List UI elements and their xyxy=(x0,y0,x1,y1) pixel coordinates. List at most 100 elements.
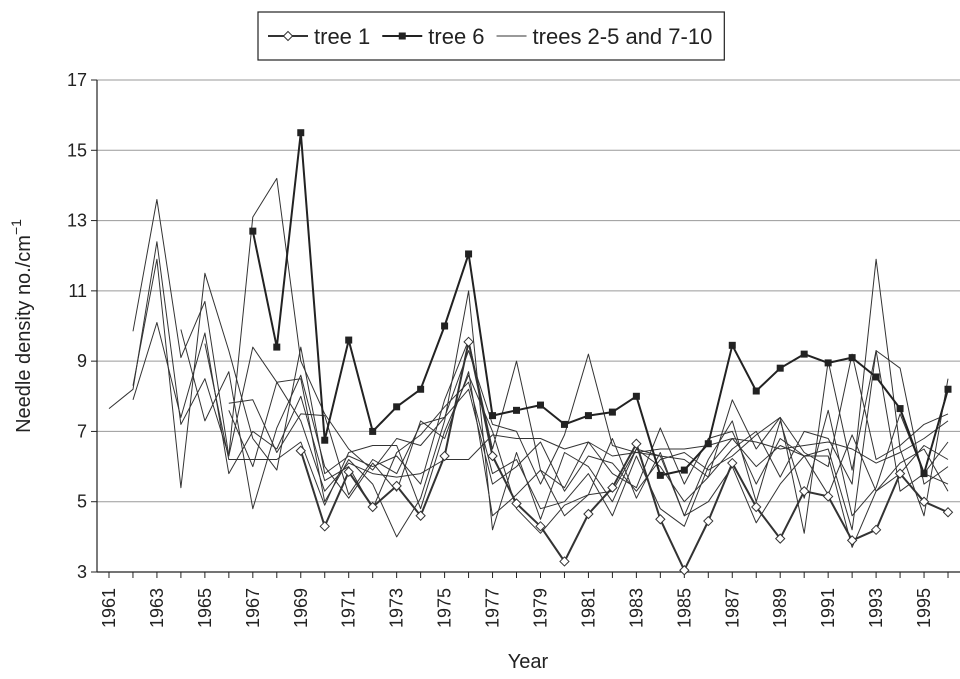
x-tick-label: 1985 xyxy=(674,588,694,628)
x-tick-label: 1981 xyxy=(578,588,598,628)
point xyxy=(343,466,354,478)
point xyxy=(487,450,498,462)
point xyxy=(798,485,810,497)
point xyxy=(775,533,786,544)
point xyxy=(846,535,858,546)
point xyxy=(752,387,760,395)
series-line xyxy=(299,340,949,572)
legend: tree 1 tree 6 trees 2-5 and 7-10 xyxy=(257,11,725,61)
x-tick-label: 1973 xyxy=(387,588,407,628)
legend-label: tree 6 xyxy=(428,24,484,49)
point xyxy=(439,450,450,462)
point xyxy=(295,445,306,456)
point xyxy=(848,354,856,362)
point xyxy=(441,322,449,330)
point xyxy=(656,471,664,479)
point xyxy=(513,406,521,414)
point xyxy=(367,501,378,513)
x-axis-title: Year xyxy=(508,651,549,673)
x-tick-label: 1983 xyxy=(626,588,646,628)
point xyxy=(822,491,834,502)
point xyxy=(560,420,568,428)
point xyxy=(776,364,784,372)
point xyxy=(319,521,330,532)
point xyxy=(680,466,688,474)
point xyxy=(800,350,808,358)
point xyxy=(751,501,762,513)
legend-marker xyxy=(398,32,406,40)
x-tick-label: 1977 xyxy=(483,588,503,628)
point xyxy=(536,401,544,409)
point xyxy=(608,408,616,416)
thin-line xyxy=(132,322,949,531)
point xyxy=(511,498,522,509)
point xyxy=(465,250,473,258)
point xyxy=(583,508,594,520)
point xyxy=(679,565,690,576)
legend-marker xyxy=(282,30,294,42)
point xyxy=(872,373,880,381)
point xyxy=(918,496,930,507)
x-tick-label: 1969 xyxy=(291,588,311,628)
point xyxy=(824,359,832,367)
point xyxy=(297,129,305,137)
point xyxy=(584,412,592,420)
point xyxy=(728,341,736,349)
x-tick-label: 1989 xyxy=(770,588,790,628)
legend-box xyxy=(257,11,725,61)
x-tick-label: 1967 xyxy=(243,588,263,628)
plot-area xyxy=(108,129,954,576)
point xyxy=(273,343,281,351)
point xyxy=(896,405,904,413)
x-tick-label: 1991 xyxy=(818,588,838,628)
legend-label: trees 2-5 and 7-10 xyxy=(533,24,713,49)
point xyxy=(321,436,329,444)
y-tick-label: 13 xyxy=(67,211,87,231)
point xyxy=(920,470,928,478)
point xyxy=(345,336,353,344)
point xyxy=(417,385,425,393)
x-tick-label: 1979 xyxy=(530,588,550,628)
x-tick-label: 1961 xyxy=(99,588,119,628)
x-tick-label: 1971 xyxy=(339,588,359,628)
thin-line xyxy=(228,381,949,492)
y-axis-title-text: Needle density no./cm xyxy=(13,235,35,433)
series-line xyxy=(251,131,949,477)
point xyxy=(727,457,738,469)
point xyxy=(369,427,377,435)
y-tick-label: 15 xyxy=(67,140,87,160)
x-tick-label: 1987 xyxy=(722,588,742,628)
point xyxy=(870,524,882,536)
thin-line xyxy=(204,343,949,548)
point xyxy=(249,227,257,235)
thin-line xyxy=(132,199,949,538)
point xyxy=(489,412,497,420)
x-tick-label: 1965 xyxy=(195,588,215,628)
y-axis-title-superscript: −1 xyxy=(8,219,24,235)
point xyxy=(393,403,401,411)
point xyxy=(942,507,954,518)
point xyxy=(894,468,906,479)
point xyxy=(655,514,666,525)
y-tick-label: 9 xyxy=(77,351,87,371)
point xyxy=(944,385,952,393)
point xyxy=(704,440,712,448)
x-tick-label: 1975 xyxy=(435,588,455,628)
point xyxy=(703,515,714,527)
point xyxy=(607,482,618,493)
x-tick-label: 1993 xyxy=(866,588,886,628)
y-tick-label: 7 xyxy=(77,421,87,441)
point xyxy=(415,510,426,521)
x-tick-label: 1963 xyxy=(147,588,167,628)
y-tick-label: 3 xyxy=(77,562,87,582)
point xyxy=(391,480,402,492)
legend-label: tree 1 xyxy=(314,24,370,49)
point xyxy=(463,336,474,348)
point xyxy=(631,438,642,449)
point xyxy=(559,556,570,567)
y-tick-label: 17 xyxy=(67,70,87,90)
point xyxy=(535,521,546,532)
x-tick-label: 1995 xyxy=(914,588,934,628)
y-axis-title: Needle density no./cm−1 xyxy=(8,219,35,433)
